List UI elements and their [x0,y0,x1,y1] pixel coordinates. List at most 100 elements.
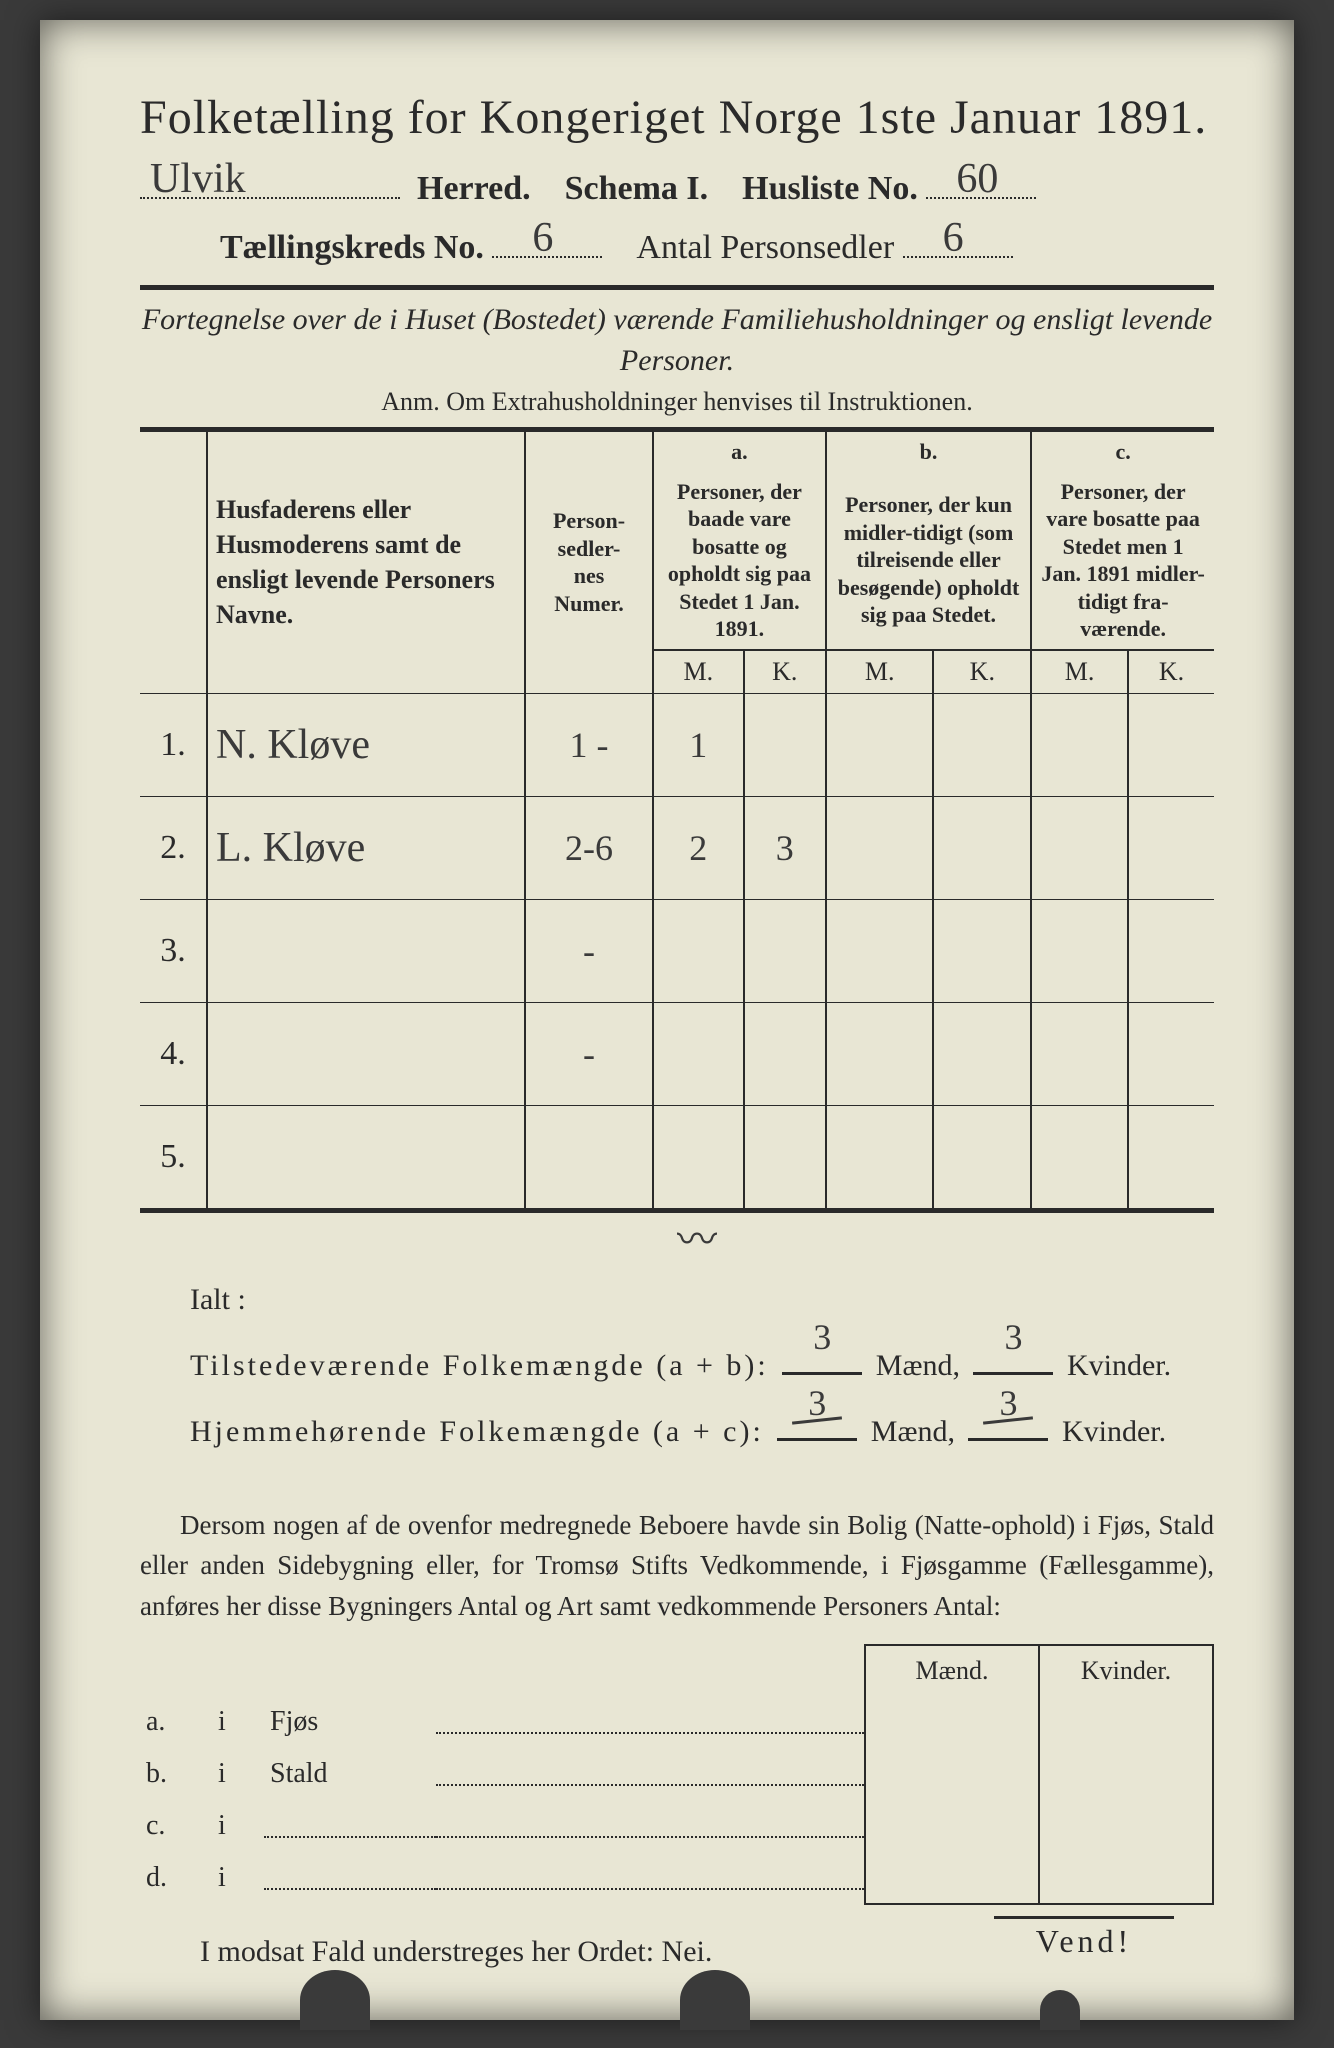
row-c-k [1128,899,1214,1002]
side-row-lead: b. [140,1748,212,1800]
col-numer: Person- sedler- nes Numer. [525,430,653,694]
empty [140,1645,212,1696]
kvinder-label: Kvinder. [1067,1349,1171,1382]
row-name-cell: N. Kløve [207,693,525,796]
side-row-dots [436,1800,865,1852]
hjemme-label: Hjemmehørende Folkemængde (a + c): [190,1415,764,1448]
side-k-cell [1039,1852,1213,1904]
row-b-k [933,796,1031,899]
row-c-m [1031,1105,1128,1210]
herred-value: Ulvik [150,155,246,203]
row-a-m [653,1002,744,1105]
row-num: 2. [140,796,207,899]
row-num: 3. [140,899,207,1002]
census-table: Husfaderens eller Husmoderens samt de en… [140,427,1214,1213]
herred-field: Ulvik [140,167,400,199]
row-a-m [653,899,744,1002]
row-b-k [933,1002,1031,1105]
side-row-label: Fjøs [264,1696,436,1748]
row-b-m [826,693,934,796]
row-numer: 1 - [525,693,653,796]
col-b-k: K. [933,650,1031,694]
personsedler-label: Antal Personsedler [636,229,894,266]
personsedler-value: 6 [943,214,964,262]
row-c-k [1128,1002,1214,1105]
kreds-label: Tællingskreds No. [220,229,484,266]
row-c-m [1031,1002,1128,1105]
side-row-i: i [212,1800,264,1852]
kreds-value: 6 [532,214,553,262]
row-name-cell [207,899,525,1002]
side-row-label: Stald [264,1748,436,1800]
empty [436,1645,865,1696]
row-c-k [1128,1105,1214,1210]
row-c-k [1128,796,1214,899]
empty [212,1645,264,1696]
schema-label: Schema I. [565,170,709,207]
row-a-m [653,1105,744,1210]
row-name-cell [207,1002,525,1105]
row-b-k [933,1105,1031,1210]
row-num: 1. [140,693,207,796]
hjemme-k-field: 3 [968,1408,1048,1441]
husliste-field: 60 [926,167,1036,199]
vend-label: Vend! [994,1916,1174,1960]
husliste-label: Husliste No. [742,170,918,207]
personsedler-field: 6 [903,226,1013,258]
col-c-m: M. [1031,650,1128,694]
row-a-k: 3 [744,796,826,899]
paper-damage [680,1970,750,2030]
maend-label: Mænd, [876,1349,960,1382]
col-b-m: M. [826,650,934,694]
row-numer: 2-6 [525,796,653,899]
row-b-m [826,1105,934,1210]
side-m-cell [865,1800,1039,1852]
side-row-label [264,1852,436,1904]
row-c-m [1031,693,1128,796]
row-numer: - [525,899,653,1002]
col-b-label: b. [826,430,1031,472]
row-name-cell: L. Kløve [207,796,525,899]
kvinder-label: Kvinder. [1062,1415,1166,1448]
row-b-k [933,693,1031,796]
row-a-m: 2 [653,796,744,899]
side-row-i: i [212,1696,264,1748]
col-a-k: K. [744,650,826,694]
side-k-cell [1039,1748,1213,1800]
side-m-cell [865,1696,1039,1748]
col-names: Husfaderens eller Husmoderens samt de en… [207,430,525,694]
side-row-i: i [212,1748,264,1800]
side-row-dots [436,1748,865,1800]
husliste-value: 60 [956,155,998,203]
side-m-cell [865,1852,1039,1904]
row-numer: - [525,1002,653,1105]
row-b-k [933,899,1031,1002]
totals-line-1: Tilstedeværende Folkemængde (a + b): 3 M… [190,1333,1214,1399]
side-row-i: i [212,1852,264,1904]
paper-damage [300,1970,370,2030]
ialt-label: Ialt : [190,1267,1214,1333]
side-row-dots [436,1852,865,1904]
subtitle: Fortegnelse over de i Huset (Bostedet) v… [140,300,1214,381]
totals-block: Ialt : Tilstedeværende Folkemængde (a + … [190,1267,1214,1465]
side-k-cell [1039,1696,1213,1748]
col-a-text: Personer, der baade vare bosatte og opho… [653,472,826,650]
flourish-mark: 〰 [140,1213,1214,1243]
row-a-k [744,1105,826,1210]
side-row-label [264,1800,436,1852]
row-c-m [1031,796,1128,899]
empty [264,1645,436,1696]
side-kvinder-header: Kvinder. [1039,1645,1213,1696]
annotation-line: Anm. Om Extrahusholdninger henvises til … [140,387,1214,417]
side-k-cell [1039,1800,1213,1852]
row-a-k [744,693,826,796]
herred-label: Herred. [417,170,531,207]
row-name: L. Kløve [216,825,365,871]
tilstede-label: Tilstedeværende Folkemængde (a + b): [190,1349,769,1382]
header-line-2: Tællingskreds No. 6 Antal Personsedler 6 [220,226,1214,267]
side-maend-header: Mænd. [865,1645,1039,1696]
maend-label: Mænd, [871,1415,955,1448]
row-c-m [1031,899,1128,1002]
side-row-dots [436,1696,865,1748]
paragraph: Dersom nogen af de ovenfor medregnede Be… [140,1505,1214,1627]
